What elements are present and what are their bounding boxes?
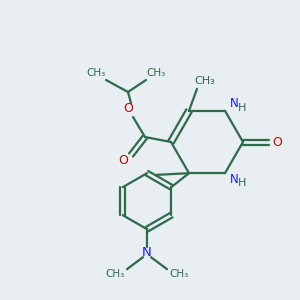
Text: H: H: [238, 103, 246, 113]
Text: H: H: [238, 178, 246, 188]
Text: CH₃: CH₃: [169, 269, 189, 279]
Text: N: N: [142, 246, 152, 259]
Text: CH₃: CH₃: [195, 76, 215, 86]
Text: CH₃: CH₃: [105, 269, 124, 279]
Text: O: O: [118, 154, 128, 166]
Text: CH₃: CH₃: [86, 68, 106, 78]
Text: CH₃: CH₃: [146, 68, 166, 78]
Text: N: N: [230, 97, 238, 110]
Text: N: N: [230, 173, 238, 186]
Text: O: O: [272, 136, 282, 148]
Text: O: O: [123, 103, 133, 116]
